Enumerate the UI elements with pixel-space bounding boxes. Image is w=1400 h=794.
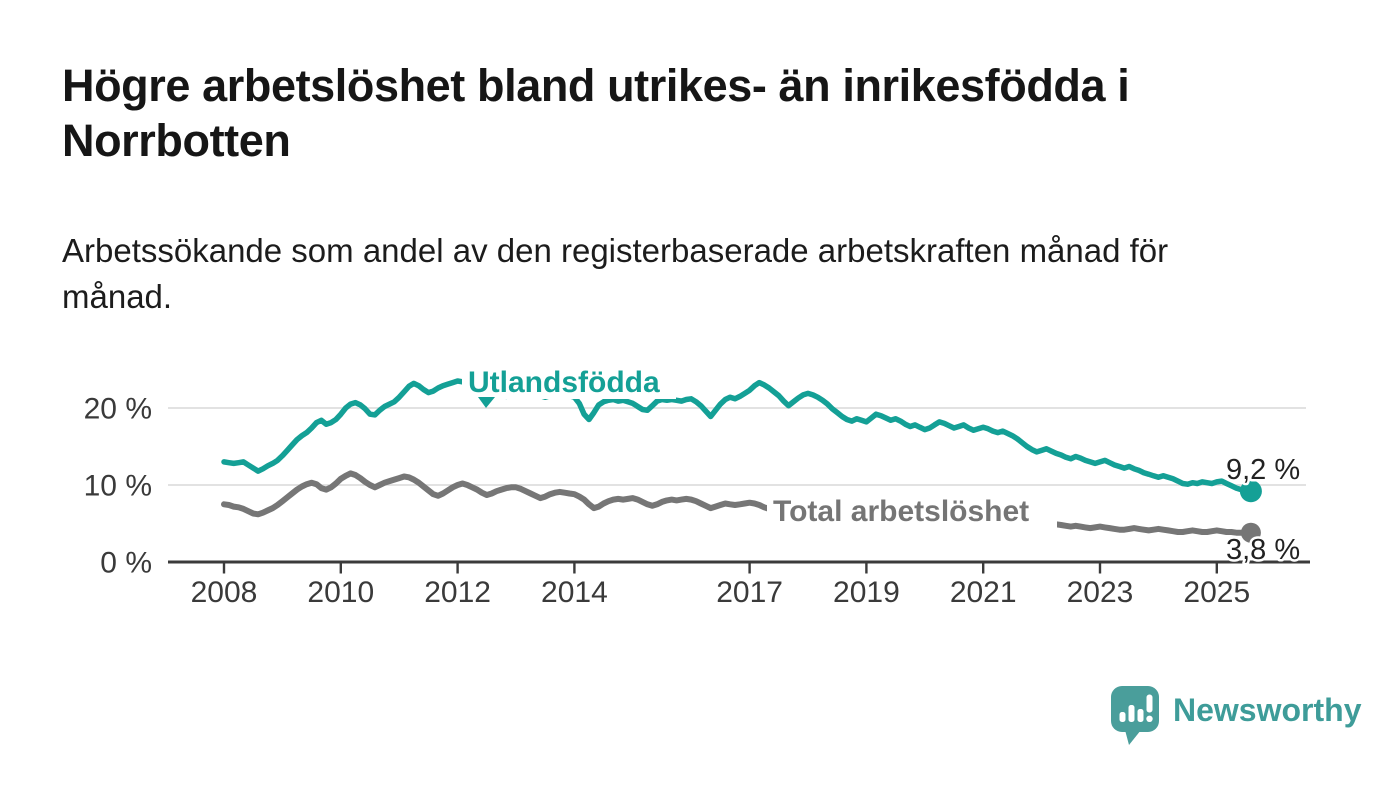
y-axis-labels: 20 % 10 % 0 % [84,393,152,580]
y-tick-label-10pct: 10 % [84,470,152,503]
y-tick-label-20pct: 20 % [84,393,152,426]
chart-subtitle: Arbetssökande som andel av den registerb… [62,228,1292,319]
newsworthy-logo-text: Newsworthy [1173,692,1362,728]
gridlines [168,407,1306,486]
x-axis: 2008 2010 2012 2014 2017 2019 2021 2023 2025 [168,560,1310,609]
series-line-total-arbetsl-shet [221,470,1254,536]
page-title-line-2: Norrbotten [62,115,291,167]
newsworthy-bar-chart-speech-bubble-icon [1111,686,1159,745]
series-label-utlandsfodda: Utlandsfödda [468,366,660,399]
utlandsfodda-arrow-down-icon [478,397,495,408]
x-tick-label-2023: 2023 [1067,576,1134,609]
x-tick-label-2008: 2008 [191,576,258,609]
utlandsfodda-label-background [462,363,676,399]
series-line-utlandsf-dda [221,378,1254,494]
total-arbetsloshet-label-background [767,491,1057,529]
series-label-total-arbetsloshet: Total arbetslöshet [773,495,1029,528]
page-title: Högre arbetslöshet bland utrikes- än inr… [62,58,1282,169]
page-title-line-1: Högre arbetslöshet bland utrikes- än inr… [62,60,1130,111]
chart-subtitle-line-1: Arbetssökande som andel av den registerb… [62,232,1169,269]
x-tick-label-2021: 2021 [950,576,1017,609]
x-tick-label-2025: 2025 [1183,576,1250,609]
x-tick-label-2017: 2017 [716,576,783,609]
end-value-label-utlandsfodda: 9,2 % [1226,454,1300,486]
end-dot-utlandsf-dda [1239,480,1262,503]
x-tick-label-2012: 2012 [424,576,491,609]
x-tick-label-2010: 2010 [307,576,374,609]
x-tick-label-2019: 2019 [833,576,900,609]
series-lines [221,378,1254,536]
chart-subtitle-line-2: månad. [62,277,173,315]
newsworthy-logo[interactable]: Newsworthy [1110,685,1361,747]
series-end-dots [1239,480,1262,543]
x-tick-label-2014: 2014 [541,576,608,609]
y-tick-label-0pct: 0 % [100,547,152,580]
end-dot-total-arbetsl-shet [1240,522,1261,543]
end-value-label-total-arbetsloshet: 3,8 % [1226,534,1300,566]
